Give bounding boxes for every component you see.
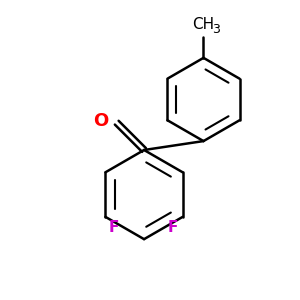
Text: F: F bbox=[168, 220, 178, 235]
Text: O: O bbox=[93, 112, 108, 130]
Text: CH: CH bbox=[192, 17, 214, 32]
Text: 3: 3 bbox=[212, 22, 220, 36]
Text: F: F bbox=[108, 220, 119, 235]
